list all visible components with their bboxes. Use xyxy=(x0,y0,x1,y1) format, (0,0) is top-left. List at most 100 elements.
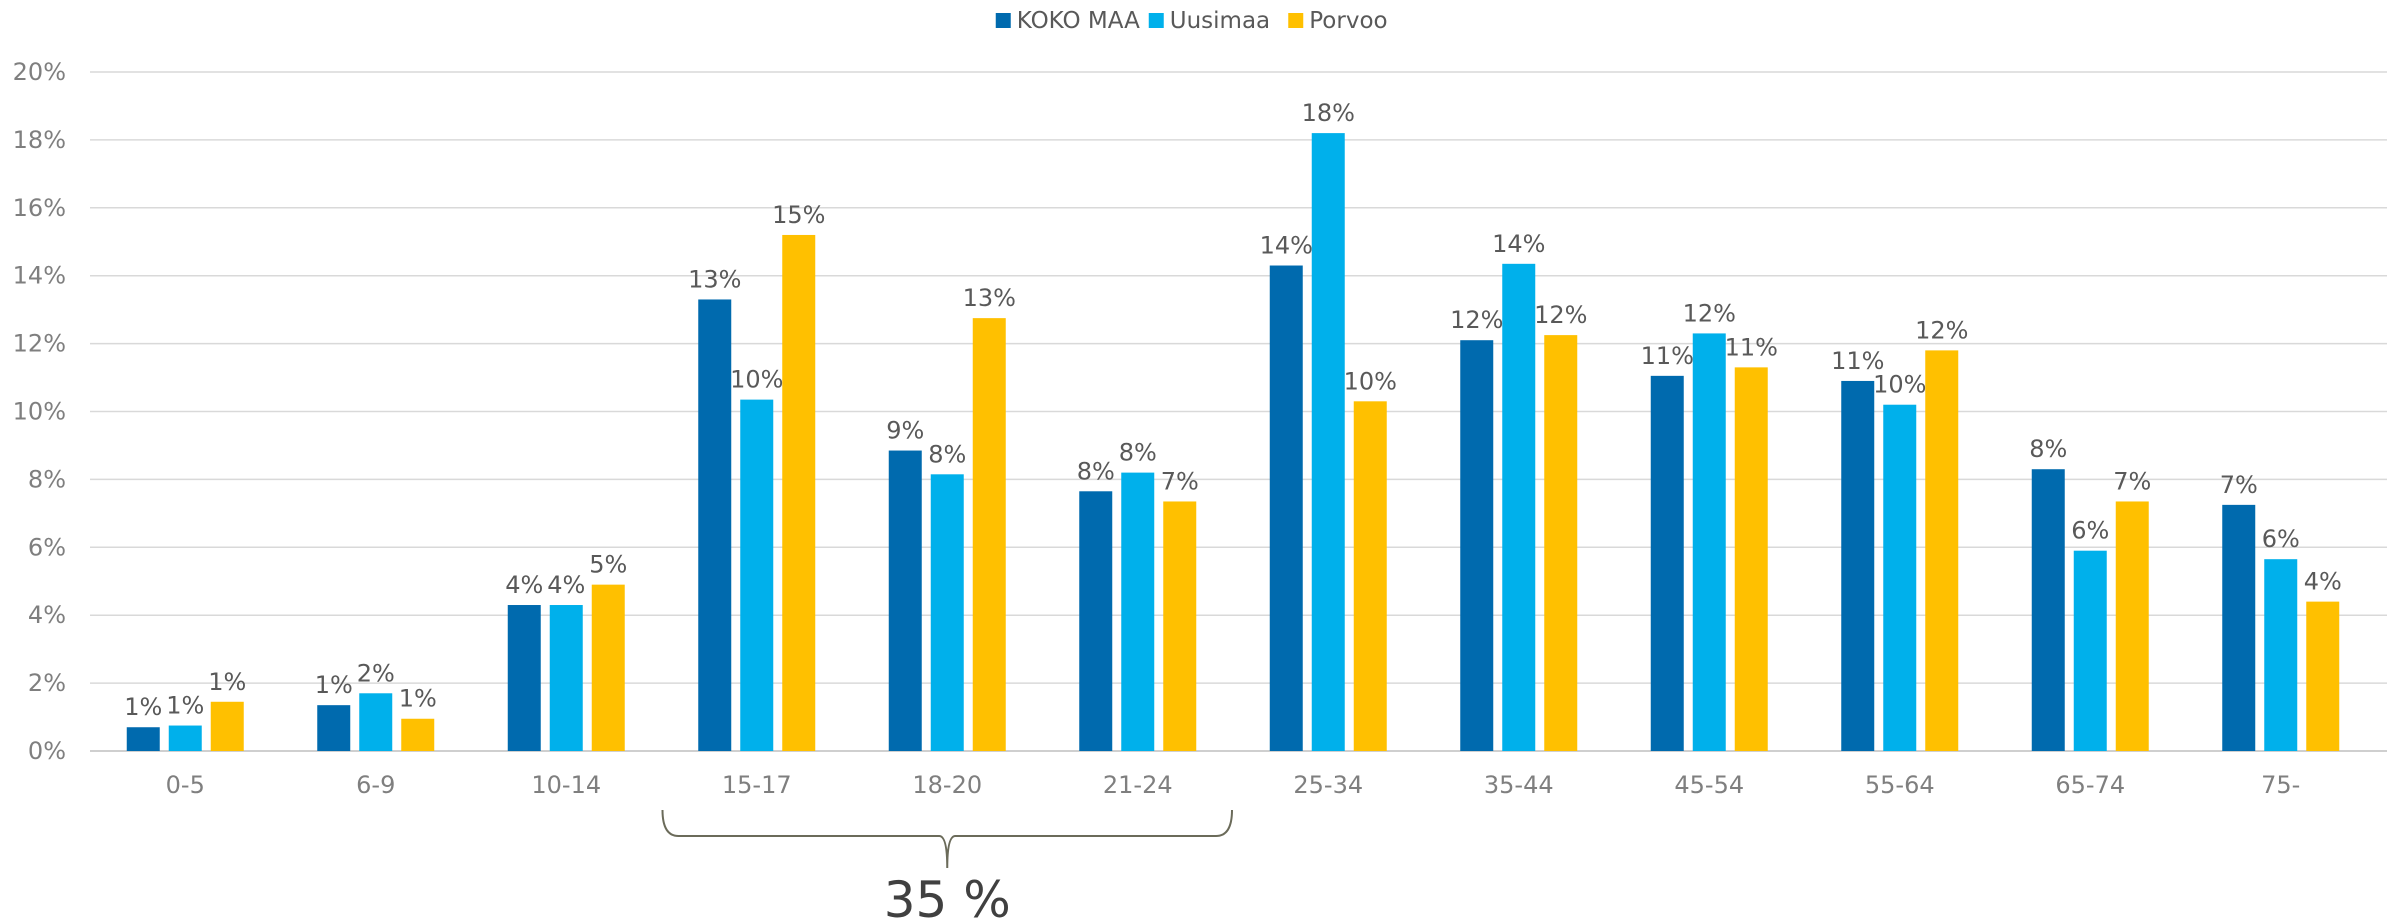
data-label: 4% xyxy=(2304,568,2342,596)
bar xyxy=(549,605,583,751)
bar xyxy=(401,718,435,751)
bracket-shape xyxy=(661,809,1233,869)
data-label: 13% xyxy=(963,284,1016,312)
bracket-annotation: 35 % xyxy=(661,809,1233,923)
x-axis-categories: 0-5 6-9 10-14 15-17 18-20 21-24 25-34 35-44 45-5… xyxy=(166,771,2301,799)
data-label: 11% xyxy=(1831,347,1884,375)
bar xyxy=(591,584,625,751)
y-tick-label: 20% xyxy=(13,58,66,86)
bar xyxy=(740,399,774,751)
data-label: 10% xyxy=(1344,367,1397,395)
data-label: 4% xyxy=(505,571,543,599)
data-labels: 1% 1%1% 1% 2%1%4% 4%5%13%10%15%9%8%13%8%8%7%… xyxy=(124,99,2342,721)
y-axis-ticks: 0% 2% 4% 6% 8% 10% 12% 14% 16% 18% 20% xyxy=(13,58,66,765)
y-tick-label: 16% xyxy=(13,194,66,222)
y-tick-label: 12% xyxy=(13,330,66,358)
bar xyxy=(930,474,964,751)
x-category-label: 6-9 xyxy=(356,771,395,799)
x-category-label: 65-74 xyxy=(2055,771,2125,799)
data-label: 12% xyxy=(1450,306,1503,334)
data-label: 6% xyxy=(2262,525,2300,553)
data-label: 5% xyxy=(589,551,627,579)
bar xyxy=(2264,559,2298,751)
data-label: 8% xyxy=(1077,457,1115,485)
legend-swatch xyxy=(1148,13,1164,28)
x-category-label: 55-64 xyxy=(1865,771,1935,799)
y-tick-label: 4% xyxy=(28,601,66,629)
bar xyxy=(2031,469,2065,751)
bar xyxy=(2222,504,2256,751)
bar xyxy=(2306,601,2340,751)
x-category-label: 15-17 xyxy=(722,771,792,799)
bar xyxy=(1925,350,1959,751)
bar xyxy=(1269,265,1303,751)
legend-swatch xyxy=(1288,13,1304,28)
bar xyxy=(126,727,160,751)
legend-swatch xyxy=(995,13,1011,28)
bars xyxy=(126,133,2340,752)
bar xyxy=(888,450,922,751)
bar xyxy=(972,318,1006,751)
gridlines xyxy=(90,71,2387,752)
data-label: 7% xyxy=(2220,471,2258,499)
y-tick-label: 18% xyxy=(13,126,66,154)
bar xyxy=(1692,333,1726,751)
bar xyxy=(1883,404,1917,751)
data-label: 8% xyxy=(928,440,966,468)
data-label: 12% xyxy=(1534,301,1587,329)
data-label: 9% xyxy=(886,417,924,445)
bar xyxy=(317,705,351,751)
bar xyxy=(1650,375,1684,751)
y-tick-label: 2% xyxy=(28,669,66,697)
bar xyxy=(1502,263,1536,751)
bar xyxy=(1734,367,1768,751)
bar xyxy=(1544,335,1578,751)
bar xyxy=(1353,401,1387,751)
bar xyxy=(359,693,393,751)
data-label: 10% xyxy=(1873,371,1926,399)
data-label: 6% xyxy=(2071,517,2109,545)
bar xyxy=(1311,133,1345,752)
data-label: 12% xyxy=(1915,316,1968,344)
bar xyxy=(782,234,816,751)
bar xyxy=(2073,550,2107,751)
data-label: 1% xyxy=(166,692,204,720)
bar xyxy=(210,701,244,751)
data-label: 14% xyxy=(1492,230,1545,258)
bar xyxy=(1163,501,1197,751)
x-category-label: 25-34 xyxy=(1293,771,1363,799)
data-label: 8% xyxy=(1119,439,1157,467)
data-label: 14% xyxy=(1260,232,1313,260)
data-label: 12% xyxy=(1683,299,1736,327)
data-label: 1% xyxy=(124,693,162,721)
data-label: 11% xyxy=(1725,333,1778,361)
x-category-label: 35-44 xyxy=(1484,771,1554,799)
data-label: 1% xyxy=(315,671,353,699)
bar xyxy=(507,605,541,751)
data-label: 11% xyxy=(1641,342,1694,370)
data-label: 13% xyxy=(688,265,741,293)
y-tick-label: 8% xyxy=(28,465,66,493)
x-category-label: 45-54 xyxy=(1674,771,1744,799)
y-tick-label: 10% xyxy=(13,398,66,426)
y-tick-label: 6% xyxy=(28,533,66,561)
x-category-label: 0-5 xyxy=(166,771,205,799)
x-category-label: 75- xyxy=(2261,771,2300,799)
data-label: 15% xyxy=(772,201,825,229)
bar xyxy=(1841,380,1875,751)
data-label: 1% xyxy=(399,685,437,713)
legend-label: KOKO MAA xyxy=(1017,8,1140,34)
data-label: 18% xyxy=(1302,99,1355,127)
x-category-label: 18-20 xyxy=(912,771,982,799)
data-label: 7% xyxy=(1161,467,1199,495)
bracket-annotation-text: 35 % xyxy=(884,871,1011,923)
bar xyxy=(1079,491,1113,751)
x-category-label: 21-24 xyxy=(1103,771,1173,799)
data-label: 7% xyxy=(2113,467,2151,495)
x-category-label: 10-14 xyxy=(531,771,601,799)
data-label: 1% xyxy=(208,668,246,696)
legend-label: Uusimaa xyxy=(1170,8,1270,34)
bar xyxy=(698,299,732,751)
data-label: 8% xyxy=(2029,435,2067,463)
